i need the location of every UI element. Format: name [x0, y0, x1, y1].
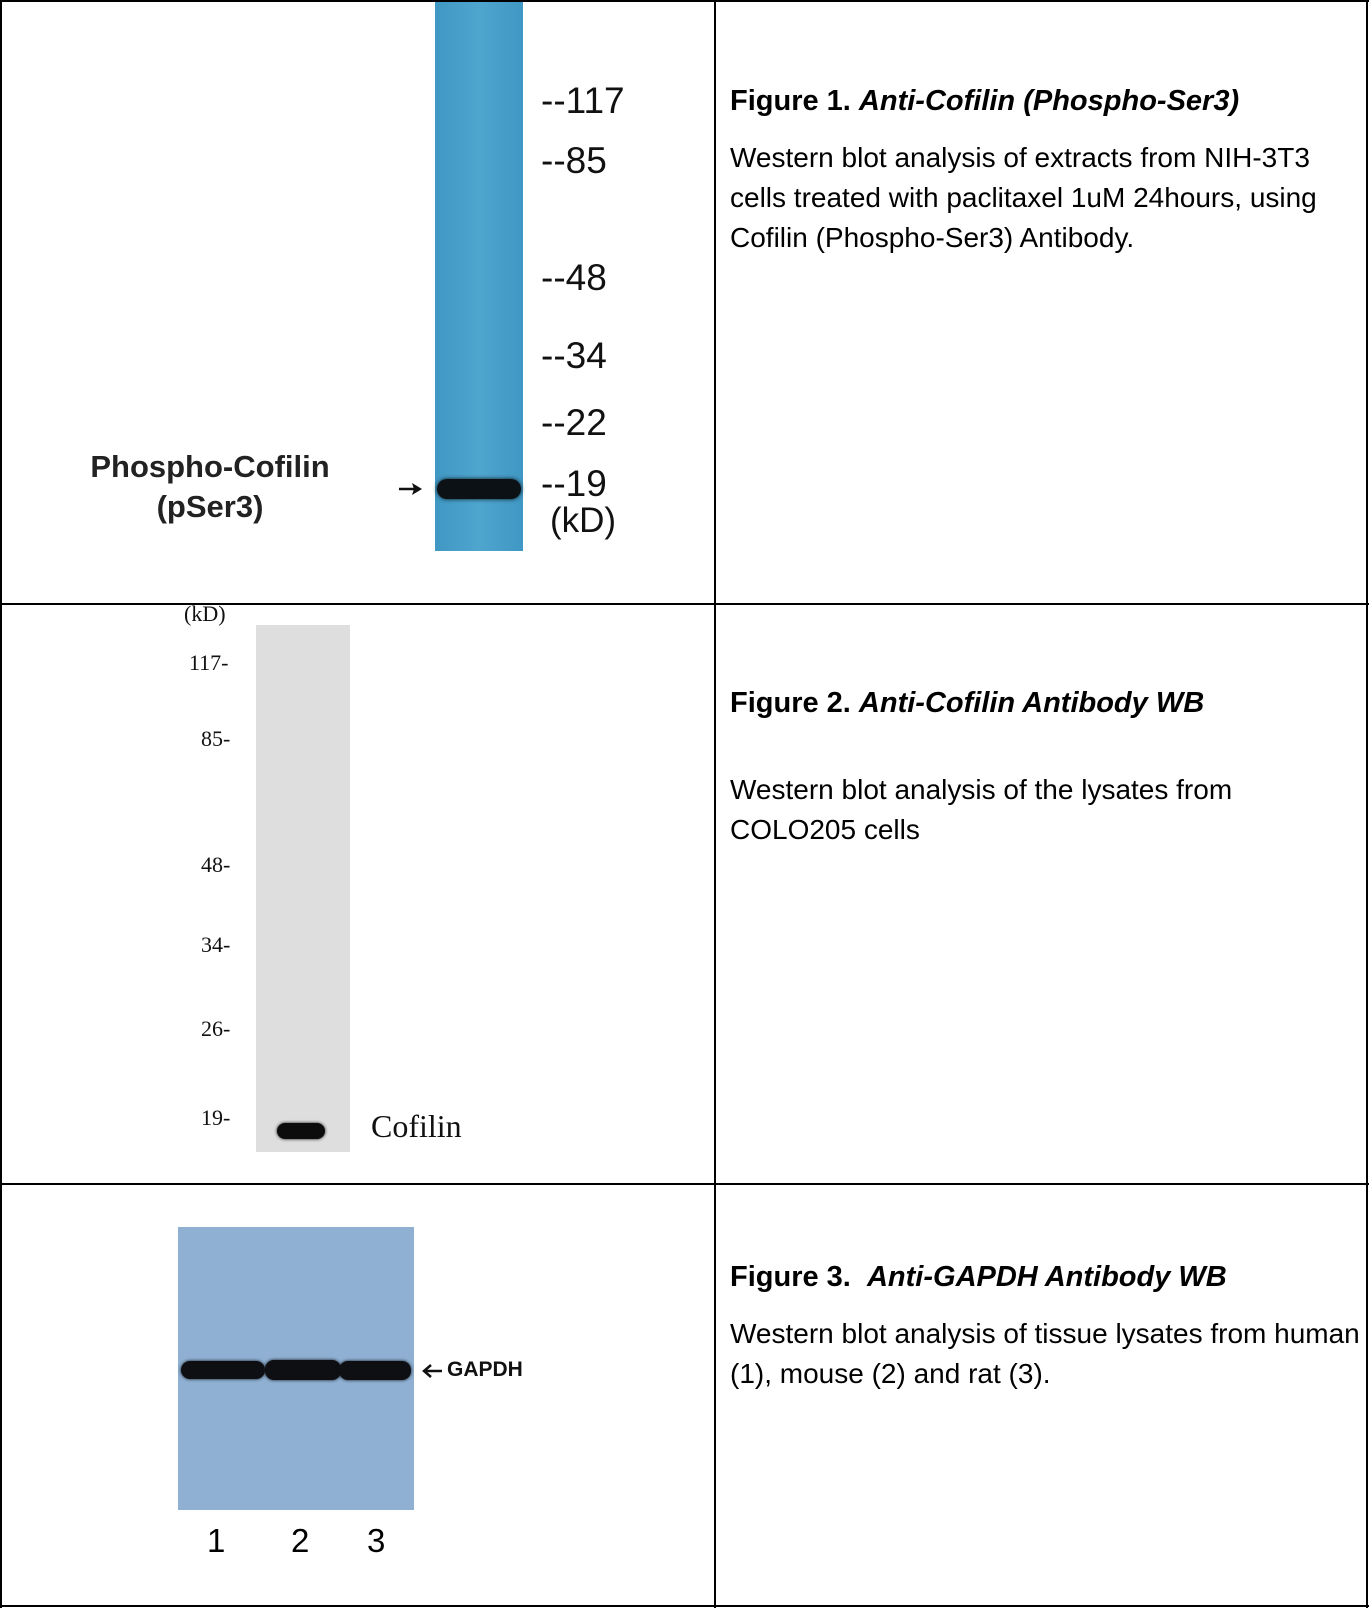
mw-marker: 85- [201, 726, 231, 751]
protein-band [181, 1361, 265, 1379]
row-divider-2 [0, 1183, 1369, 1185]
band-label: GAPDH [447, 1358, 523, 1381]
mw-marker: 19- [201, 1105, 231, 1130]
lane-label: 3 [367, 1522, 386, 1559]
row-divider-1 [0, 603, 1369, 605]
figure-number: Figure 3. [730, 1261, 851, 1293]
figure-1-text: Figure 1. Anti-Cofilin (Phospho-Ser3) We… [730, 85, 1350, 258]
figure-3-text: Figure 3. Anti-GAPDH Antibody WB Western… [730, 1261, 1360, 1394]
table-border-left [0, 0, 2, 1608]
protein-band [437, 479, 521, 499]
table-border-bottom [0, 1605, 1369, 1607]
blot-lane [435, 2, 523, 551]
figure-title: Figure 1. Anti-Cofilin (Phospho-Ser3) [730, 85, 1350, 118]
kd-unit-label: (kD) [184, 601, 226, 626]
protein-band [265, 1360, 341, 1380]
band-label-line-1: Phospho-Cofilin [90, 449, 330, 484]
mw-marker: --22 [541, 402, 607, 443]
figure-caption: Western blot analysis of tissue lysates … [730, 1318, 1360, 1389]
figure-title: Figure 2. Anti-Cofilin Antibody WB [730, 687, 1350, 720]
figure-number: Figure 1. [730, 85, 851, 117]
kd-unit-label: (kD) [550, 501, 617, 540]
band-label: Phospho-Cofilin (pSer3) [60, 447, 360, 527]
mw-marker: --117 [541, 80, 625, 121]
mw-marker: 117- [189, 650, 229, 675]
protein-band [277, 1123, 325, 1139]
mw-marker: --19 [541, 463, 607, 504]
band-label: Cofilin [371, 1108, 462, 1144]
mw-marker: --48 [541, 257, 607, 298]
arrow-left-icon [422, 1364, 442, 1378]
figure-number: Figure 2. [730, 687, 851, 719]
mw-marker: 48- [201, 852, 231, 877]
figure-caption: Western blot analysis of the lysates fro… [730, 774, 1233, 845]
column-divider [714, 0, 716, 1608]
mw-marker: --85 [541, 140, 607, 181]
mw-marker: 34- [201, 932, 231, 957]
mw-marker: --34 [541, 335, 607, 376]
lane-label: 1 [207, 1522, 226, 1559]
figure-title: Figure 3. Anti-GAPDH Antibody WB [730, 1261, 1360, 1294]
lane-label: 2 [291, 1522, 310, 1559]
table-border-right [1366, 0, 1368, 1608]
mw-marker: 26- [201, 1016, 231, 1041]
figure-title-text: Anti-Cofilin (Phospho-Ser3) [858, 85, 1240, 117]
figure-title-text: Anti-Cofilin Antibody WB [858, 687, 1205, 719]
figure-caption: Western blot analysis of extracts from N… [730, 142, 1317, 253]
figure-2-text: Figure 2. Anti-Cofilin Antibody WB Weste… [730, 687, 1350, 850]
band-label-line-2: (pSer3) [156, 489, 264, 524]
table-border-top [0, 0, 1369, 2]
figure-title-text: Anti-GAPDH Antibody WB [866, 1261, 1227, 1293]
arrow-right-icon [399, 483, 422, 495]
protein-band [339, 1361, 411, 1380]
blot-lane [256, 625, 350, 1152]
